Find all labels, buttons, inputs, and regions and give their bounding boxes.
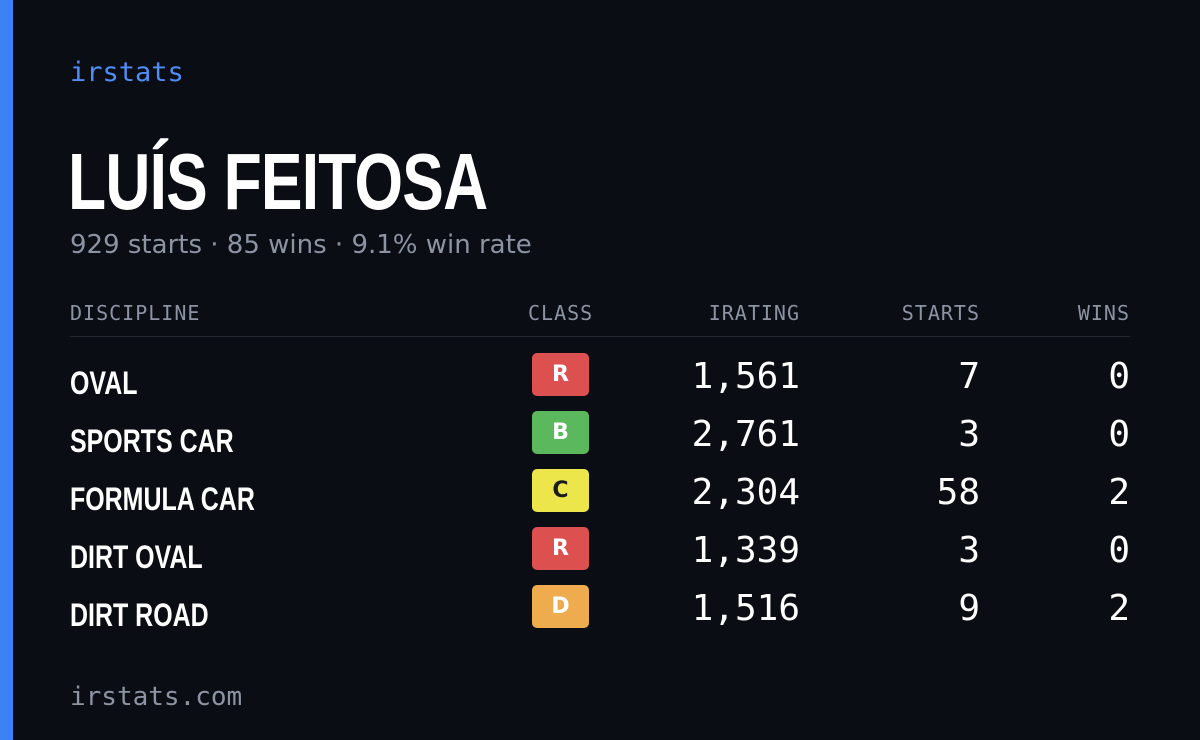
discipline-name: DIRT OVAL [70, 539, 203, 575]
player-name: LUÍS FEITOSA [68, 137, 488, 226]
discipline-name: OVAL [70, 365, 138, 401]
irating-value: 2,761 [691, 414, 800, 455]
license-class-badge: C [532, 469, 589, 512]
wins-value: 0 [1108, 414, 1130, 455]
footer-domain: irstats.com [70, 682, 243, 712]
wins-value: 0 [1108, 356, 1130, 397]
discipline-name: FORMULA CAR [70, 481, 255, 517]
accent-bar [0, 0, 13, 740]
starts-value: 3 [958, 414, 980, 455]
license-class-badge: B [532, 411, 589, 454]
table-header: DISCIPLINE CLASS IRATING STARTS WINS [70, 298, 1130, 337]
table-row: SPORTS CAR B 2,761 3 0 [70, 411, 1130, 469]
discipline-name: DIRT ROAD [70, 597, 209, 633]
table-row: DIRT ROAD D 1,516 9 2 [70, 585, 1130, 643]
irating-value: 1,339 [691, 530, 800, 571]
irating-value: 1,561 [691, 356, 800, 397]
license-class-badge: R [532, 527, 589, 570]
player-summary: 929 starts · 85 wins · 9.1% win rate [70, 230, 532, 260]
starts-value: 7 [958, 356, 980, 397]
header-wins: WINS [1077, 301, 1130, 325]
license-class-badge: R [532, 353, 589, 396]
table-row: DIRT OVAL R 1,339 3 0 [70, 527, 1130, 585]
starts-value: 58 [936, 472, 980, 513]
table-row: FORMULA CAR C 2,304 58 2 [70, 469, 1130, 527]
wins-value: 0 [1108, 530, 1130, 571]
discipline-name: SPORTS CAR [70, 423, 234, 459]
license-class-badge: D [532, 585, 589, 628]
wins-value: 2 [1108, 472, 1130, 513]
wins-value: 2 [1108, 588, 1130, 629]
brand-logo: irstats [70, 57, 184, 88]
header-class: CLASS [528, 301, 594, 325]
irating-value: 1,516 [691, 588, 800, 629]
header-discipline: DISCIPLINE [70, 301, 201, 325]
table-body: OVAL R 1,561 7 0 SPORTS CAR B 2,761 3 0 … [70, 337, 1130, 643]
header-irating: IRATING [708, 301, 800, 325]
starts-value: 3 [958, 530, 980, 571]
irating-value: 2,304 [691, 472, 800, 513]
stats-table: DISCIPLINE CLASS IRATING STARTS WINS OVA… [70, 298, 1130, 643]
table-row: OVAL R 1,561 7 0 [70, 353, 1130, 411]
starts-value: 9 [958, 588, 980, 629]
header-starts: STARTS [901, 301, 980, 325]
